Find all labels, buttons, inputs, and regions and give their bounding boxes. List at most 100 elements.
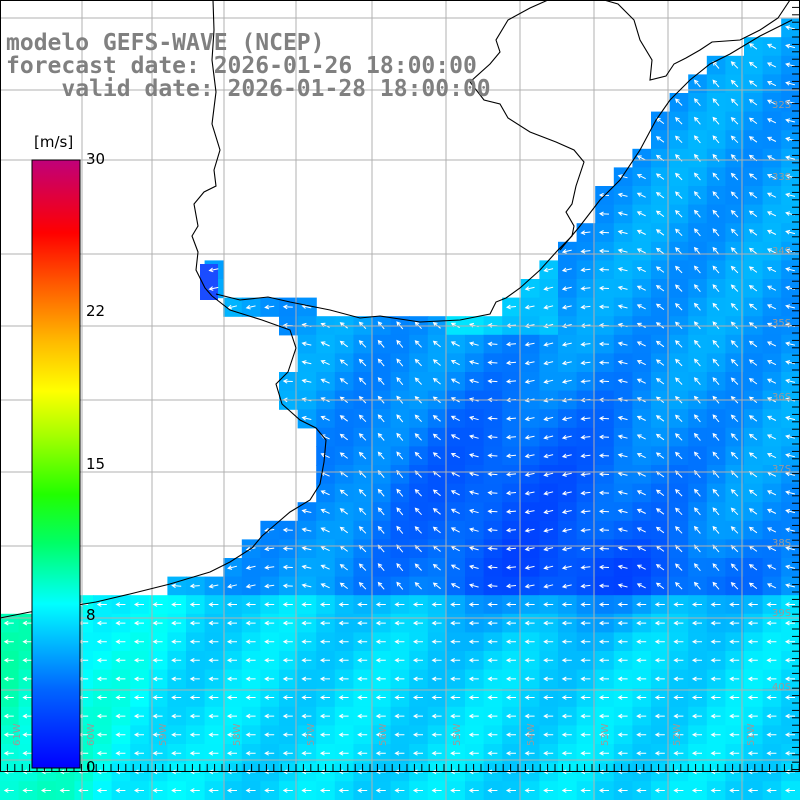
lat-label: 34S: [772, 246, 792, 257]
wind-arrow: [469, 546, 479, 551]
wind-arrow: [561, 528, 572, 533]
wind-arrow: [693, 209, 701, 218]
wind-arrow: [282, 602, 293, 607]
wind-arrow: [133, 695, 144, 700]
wind-arrow: [396, 507, 404, 516]
wind-arrow: [766, 248, 777, 254]
wind-arrow: [655, 526, 665, 534]
wind-arrow: [59, 788, 70, 793]
wind-arrow: [301, 732, 312, 738]
wind-arrow: [785, 304, 796, 309]
wind-arrow: [543, 732, 554, 738]
wind-arrow: [505, 750, 516, 756]
wind-arrow: [133, 732, 144, 738]
wind-arrow: [96, 620, 107, 626]
wind-arrow: [580, 304, 591, 310]
wind-arrow: [710, 639, 721, 645]
wind-arrow: [766, 490, 777, 496]
wind-arrow: [655, 415, 665, 422]
wind-arrow: [377, 563, 385, 572]
wind-arrow: [245, 732, 256, 738]
wind-arrow: [561, 713, 572, 719]
wind-arrow: [561, 509, 572, 515]
wind-arrow: [414, 358, 422, 367]
wind-arrow: [431, 602, 442, 607]
wind-arrow: [693, 339, 701, 348]
wind-arrow: [431, 620, 442, 626]
wind-arrow: [524, 453, 535, 459]
wind-arrow: [450, 378, 460, 384]
wind-arrow: [245, 639, 256, 645]
lon-label: 58W: [232, 723, 243, 746]
wind-arrow: [319, 713, 330, 719]
wind-arrow: [580, 565, 591, 570]
valid-date: valid date: 2026-01-28 18:00:00: [6, 76, 491, 102]
coastline-brazil-shore: [559, 19, 793, 251]
wind-arrow: [691, 695, 702, 700]
wind-arrow: [394, 750, 405, 756]
wind-arrow: [748, 191, 758, 199]
wind-arrow: [264, 732, 275, 738]
wind-arrow: [617, 471, 628, 477]
wind-arrow: [450, 546, 460, 552]
wind-arrow: [785, 434, 796, 440]
wind-arrow: [617, 248, 628, 254]
wind-arrow: [785, 490, 796, 495]
wind-arrow: [693, 228, 701, 237]
wind-arrow: [524, 472, 535, 477]
wind-arrow: [338, 657, 349, 663]
wind-arrow: [319, 750, 330, 756]
wind-arrow: [748, 508, 758, 515]
wind-arrow: [431, 639, 442, 645]
wind-arrow: [414, 488, 422, 497]
wind-arrow: [748, 340, 758, 348]
wind-arrow: [673, 602, 684, 607]
wind-arrow: [357, 732, 368, 738]
colorbar-gradient: [31, 159, 81, 769]
wind-arrow: [617, 527, 628, 533]
wind-arrow: [301, 360, 312, 365]
wind-arrow: [487, 378, 498, 384]
wind-arrow: [655, 136, 665, 143]
wind-arrow: [505, 695, 516, 700]
wind-arrow: [730, 581, 739, 590]
wind-arrow: [543, 695, 554, 700]
wind-arrow: [598, 211, 610, 217]
wind-arrow: [617, 415, 628, 421]
wind-arrow: [338, 788, 349, 793]
wind-arrow: [432, 508, 441, 515]
wind-arrow: [654, 750, 665, 756]
wind-arrow: [729, 732, 740, 738]
wind-arrow: [412, 695, 423, 700]
wind-arrow: [673, 620, 684, 626]
wind-arrow: [358, 377, 367, 385]
wind-arrow: [375, 732, 386, 738]
wind-arrow: [729, 639, 740, 645]
wind-arrow: [115, 732, 126, 738]
wind-arrow: [617, 211, 628, 216]
wind-arrow: [152, 732, 163, 738]
wind-arrow: [785, 415, 796, 421]
wind-arrow: [655, 210, 665, 217]
wind-arrow: [543, 788, 554, 793]
wind-arrow: [674, 507, 683, 516]
wind-arrow: [636, 732, 647, 738]
wind-arrow: [152, 620, 163, 626]
wind-arrow: [693, 507, 701, 516]
wind-arrow: [189, 788, 200, 793]
wind-arrow: [357, 620, 368, 626]
wind-arrow: [785, 99, 796, 105]
wind-arrow: [674, 302, 683, 311]
wind-arrow: [543, 490, 554, 496]
wind-arrow: [561, 639, 572, 645]
wind-arrow: [712, 488, 720, 497]
wind-arrow: [580, 732, 591, 738]
lon-label: 56W: [378, 723, 389, 746]
wind-arrow: [412, 713, 423, 719]
wind-arrow: [431, 750, 442, 756]
wind-arrow: [301, 657, 312, 663]
wind-arrow: [22, 620, 33, 626]
wind-arrow: [561, 286, 572, 291]
wind-arrow: [431, 788, 442, 793]
wind-arrow: [693, 172, 701, 181]
